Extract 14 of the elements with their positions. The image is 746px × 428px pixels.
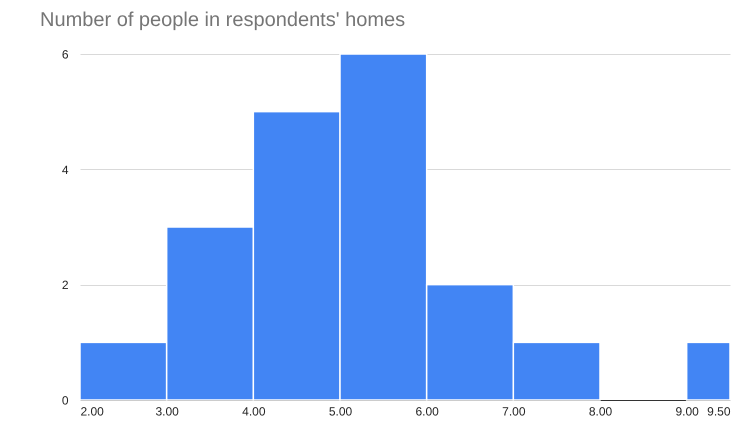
chart-title: Number of people in respondents' homes <box>40 9 406 31</box>
y-tick-label: 2 <box>62 278 69 292</box>
y-tick-label: 0 <box>62 394 69 408</box>
x-tick-label: 3.00 <box>155 404 180 418</box>
x-tick-label: 5.00 <box>328 404 352 418</box>
x-tick-label: 8.00 <box>588 404 612 418</box>
x-tick-label: 4.00 <box>242 404 266 418</box>
x-tick-label: 2.00 <box>80 404 104 418</box>
y-tick-label: 4 <box>62 162 69 177</box>
x-tick-label: 6.00 <box>415 404 440 418</box>
x-tick-label: 7.00 <box>502 404 526 418</box>
x-tick-label: 9.00 <box>675 404 700 418</box>
y-tick-label: 6 <box>62 48 69 62</box>
x-tick-label: 9.50 <box>707 404 731 418</box>
